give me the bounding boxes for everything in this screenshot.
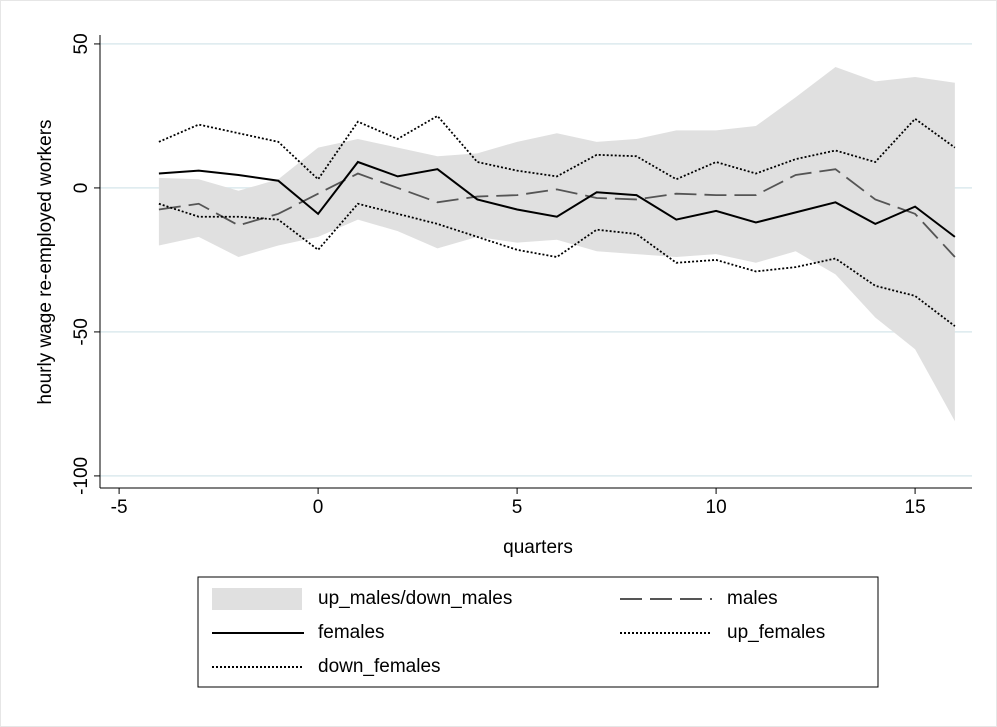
y-axis-title: hourly wage re-employed workers [35,119,56,404]
legend-label: up_females [727,622,825,643]
series-line [158,160,956,238]
x-tick-label: 5 [512,497,523,518]
y-tick-label: 50 [71,33,92,54]
series-line [158,114,956,181]
legend-label: males [727,588,778,609]
legend-label: females [318,622,385,643]
y-tick-label: -100 [71,457,92,495]
confidence-band [158,66,955,422]
series-line [158,168,956,258]
series-line [158,202,956,327]
x-tick-label: -5 [111,497,128,518]
y-tick-label: 0 [71,183,92,194]
legend-box [197,576,879,688]
y-tick-label: -50 [71,318,92,345]
legend-swatch [212,588,302,610]
x-tick-label: 10 [706,497,727,518]
legend-label: down_females [318,656,441,677]
legend-label: up_males/down_males [318,588,512,609]
x-tick-label: 15 [905,497,926,518]
x-tick-label: 0 [313,497,324,518]
x-axis-title: quarters [503,537,573,558]
